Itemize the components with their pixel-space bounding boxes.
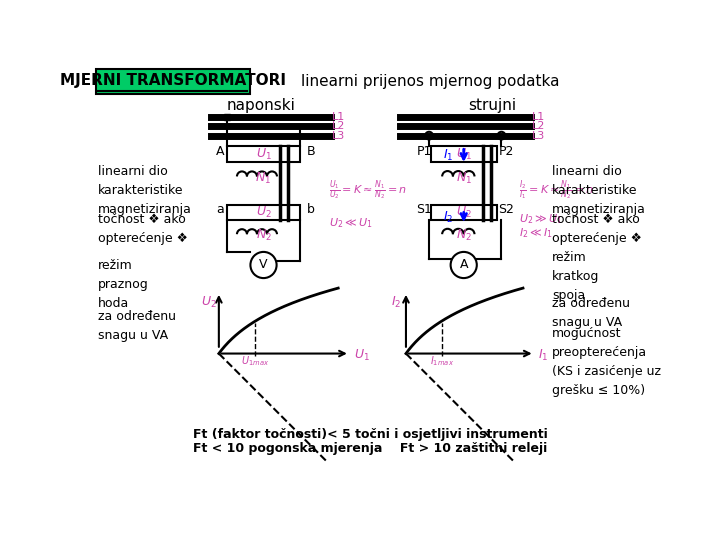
Text: $U_1$: $U_1$ bbox=[456, 146, 472, 161]
Text: $I_2$: $I_2$ bbox=[444, 210, 454, 225]
Text: $I_{1max}$: $I_{1max}$ bbox=[430, 354, 454, 368]
Text: $U_2$: $U_2$ bbox=[201, 294, 217, 309]
Text: V: V bbox=[259, 259, 268, 272]
FancyBboxPatch shape bbox=[431, 146, 497, 162]
Text: točnost ❖ ako
opterećenje ❖: točnost ❖ ako opterećenje ❖ bbox=[98, 213, 188, 245]
FancyBboxPatch shape bbox=[96, 69, 250, 94]
Text: režim
praznog
hoda: režim praznog hoda bbox=[98, 259, 149, 310]
Text: $I_2 \ll I_1$: $I_2 \ll I_1$ bbox=[519, 226, 553, 240]
Text: $\frac{U_1}{U_2} = K \approx \frac{N_1}{N_2} = n$: $\frac{U_1}{U_2} = K \approx \frac{N_1}{… bbox=[329, 178, 408, 202]
Text: $U_{1max}$: $U_{1max}$ bbox=[241, 354, 269, 368]
Text: za određenu
snagu u VA: za određenu snagu u VA bbox=[98, 309, 176, 342]
Text: S2: S2 bbox=[498, 203, 514, 216]
Text: $N_2$: $N_2$ bbox=[456, 228, 472, 244]
Text: $N_2$: $N_2$ bbox=[256, 228, 271, 244]
Text: $I_1$: $I_1$ bbox=[444, 148, 454, 163]
Text: linearni prijenos mjernog podatka: linearni prijenos mjernog podatka bbox=[302, 74, 560, 89]
Text: A: A bbox=[459, 259, 468, 272]
Text: strujni: strujni bbox=[468, 98, 516, 113]
Text: režim
kratkog
spoja: režim kratkog spoja bbox=[552, 251, 600, 302]
FancyBboxPatch shape bbox=[227, 205, 300, 220]
Text: $U_1$: $U_1$ bbox=[256, 146, 271, 161]
Text: Ft (faktor točnosti)< 5 točni i osjetljivi instrumenti: Ft (faktor točnosti)< 5 točni i osjetlji… bbox=[193, 428, 548, 441]
Circle shape bbox=[426, 132, 433, 139]
Text: linearni dio
karakteristike
magnetiziranja: linearni dio karakteristike magnetiziran… bbox=[98, 165, 192, 216]
Text: L2: L2 bbox=[332, 122, 346, 131]
Text: S1: S1 bbox=[416, 203, 433, 216]
Circle shape bbox=[498, 132, 505, 139]
Text: za određenu
snagu u VA: za određenu snagu u VA bbox=[552, 298, 630, 329]
Text: mogućnost
preopterećenja
(KS i zasićenje uz
grešku ≤ 10%): mogućnost preopterećenja (KS i zasićenje… bbox=[552, 327, 661, 396]
Text: Ft < 10 pogonska mjerenja    Ft > 10 zaštitni releji: Ft < 10 pogonska mjerenja Ft > 10 zaštit… bbox=[194, 442, 548, 455]
Text: MJERNI TRANSFORMATORI: MJERNI TRANSFORMATORI bbox=[60, 73, 286, 89]
Text: $U_2$: $U_2$ bbox=[256, 205, 271, 220]
Text: L1: L1 bbox=[532, 112, 546, 122]
Text: L3: L3 bbox=[532, 131, 546, 140]
Text: P2: P2 bbox=[498, 145, 514, 158]
Text: $N_1$: $N_1$ bbox=[456, 171, 472, 186]
FancyBboxPatch shape bbox=[431, 205, 497, 220]
Text: $U_2 \ll U_1$: $U_2 \ll U_1$ bbox=[329, 216, 373, 229]
Text: $U_1$: $U_1$ bbox=[354, 348, 369, 363]
Text: naponski: naponski bbox=[227, 98, 296, 113]
Text: $I_1$: $I_1$ bbox=[539, 348, 549, 363]
Text: b: b bbox=[307, 203, 315, 216]
Text: a: a bbox=[217, 203, 224, 216]
Text: $I_2$: $I_2$ bbox=[391, 294, 401, 309]
Text: P1: P1 bbox=[417, 145, 432, 158]
Text: $U_2 \gg U_1$: $U_2 \gg U_1$ bbox=[519, 212, 563, 226]
Text: linearni dio
karakteristike
magnetiziranja: linearni dio karakteristike magnetiziran… bbox=[552, 165, 646, 216]
Text: A: A bbox=[216, 145, 225, 158]
Text: $U_2$: $U_2$ bbox=[456, 205, 472, 220]
FancyBboxPatch shape bbox=[227, 146, 300, 162]
Text: L1: L1 bbox=[332, 112, 346, 122]
Text: točnost ❖ ako
opterećenje ❖: točnost ❖ ako opterećenje ❖ bbox=[552, 213, 642, 245]
Text: L3: L3 bbox=[332, 131, 346, 140]
Text: B: B bbox=[307, 145, 315, 158]
Text: L2: L2 bbox=[532, 122, 546, 131]
Text: $N_1$: $N_1$ bbox=[256, 171, 271, 186]
Text: $\frac{I_2}{I_1} = K \approx \frac{N_1}{N_2} = n$: $\frac{I_2}{I_1} = K \approx \frac{N_1}{… bbox=[519, 178, 594, 202]
